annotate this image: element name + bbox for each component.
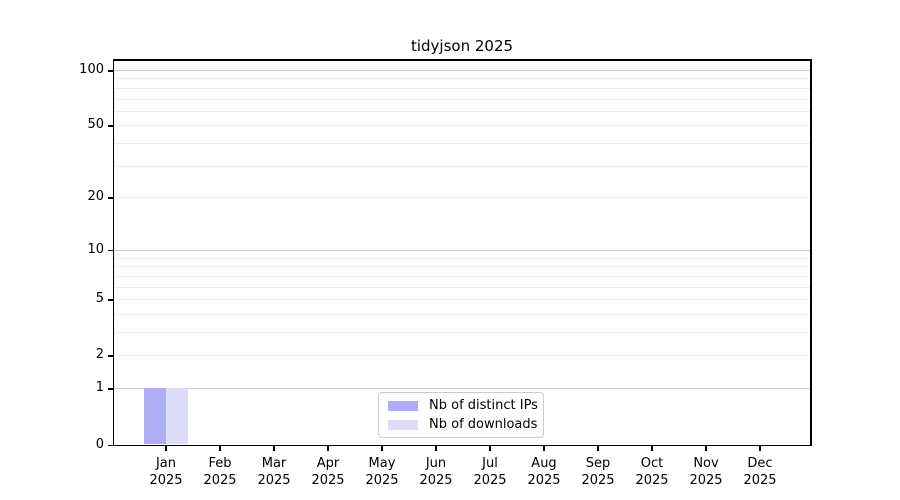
x-tick-label: May 2025 [365,455,399,488]
plot-border-bottom [113,444,811,446]
y-tick-label: 2 [95,347,104,363]
y-gridline-minor [114,332,810,333]
legend-row-downloads: Nb of downloads [388,416,538,432]
x-tick-mark [273,446,275,451]
y-tick-label: 5 [95,291,104,307]
plot-border-right [810,59,812,446]
x-tick-label: Feb 2025 [203,455,237,488]
x-tick-label: Mar 2025 [257,455,291,488]
y-tick-mark [107,388,113,390]
legend-row-distinct-ips: Nb of distinct IPs [388,397,538,413]
bar-nb-of-downloads-jan [166,388,188,445]
x-tick-label: Jan 2025 [149,455,183,488]
x-tick-label: Apr 2025 [311,455,345,488]
y-tick-label: 10 [87,241,104,257]
plot-border-left [112,59,114,446]
x-tick-label: Nov 2025 [689,455,723,488]
x-tick-mark [327,446,329,451]
y-tick-mark [107,70,113,72]
x-tick-mark [435,446,437,451]
x-tick-mark [381,446,383,451]
legend-label-downloads: Nb of downloads [429,416,538,432]
x-tick-mark [651,446,653,451]
x-tick-mark [597,446,599,451]
y-tick-label: 1 [95,380,104,396]
x-tick-label: Aug 2025 [527,455,561,488]
y-tick-mark [107,444,113,446]
y-tick-label: 0 [95,436,104,452]
legend: Nb of distinct IPs Nb of downloads [378,392,544,438]
x-tick-mark [219,446,221,451]
y-gridline-minor [114,125,810,127]
legend-swatch-distinct-ips [388,400,418,411]
y-tick-label: 20 [87,189,104,205]
bar-nb-of-distinct-ips-jan [144,388,166,445]
x-tick-mark [705,446,707,451]
x-tick-mark [543,446,545,451]
y-tick-mark [107,197,113,199]
x-tick-label: Jun 2025 [419,455,453,488]
y-gridline-minor [114,313,810,315]
y-tick-label: 100 [79,62,104,77]
y-tick-label: 50 [87,117,104,133]
y-gridline-minor [114,275,810,277]
legend-swatch-downloads [388,419,418,430]
y-gridline-minor [114,299,810,301]
plot-border-top [113,59,811,61]
y-gridline-major [114,70,810,71]
x-tick-label: Dec 2025 [743,455,777,488]
y-gridline-minor [114,165,810,167]
y-gridline-minor [114,110,810,112]
y-gridline-minor [114,87,810,89]
legend-label-distinct-ips: Nb of distinct IPs [429,397,538,413]
y-gridline-minor [114,286,810,288]
y-gridline-major [114,388,810,390]
y-gridline-major [114,249,810,251]
x-tick-label: Jul 2025 [473,455,507,488]
x-tick-mark [759,446,761,451]
y-tick-mark [107,355,113,357]
y-tick-mark [107,249,113,252]
y-gridline-minor [114,98,810,100]
chart-title: tidyjson 2025 [410,37,514,55]
y-tick-mark [107,299,113,301]
x-tick-label: Oct 2025 [635,455,669,488]
y-gridline-minor [114,257,810,259]
y-gridline-minor [114,197,810,199]
x-tick-mark [489,446,491,451]
y-gridline-minor [114,78,810,80]
x-tick-label: Sep 2025 [581,455,615,488]
y-gridline-minor [114,266,810,268]
y-tick-mark [107,125,113,127]
y-gridline-minor [114,355,810,357]
x-tick-mark [165,446,167,451]
y-gridline-minor [114,143,810,145]
